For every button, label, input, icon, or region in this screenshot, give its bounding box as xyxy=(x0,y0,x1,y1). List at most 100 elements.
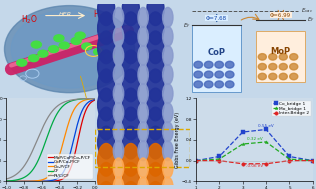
Circle shape xyxy=(147,182,164,189)
Text: MoP: MoP xyxy=(271,47,291,56)
Pt/C/CF xyxy=(64,101,67,103)
Circle shape xyxy=(122,182,139,189)
Circle shape xyxy=(104,53,114,60)
Pt/C/CF xyxy=(93,97,97,100)
Ellipse shape xyxy=(11,10,128,88)
Circle shape xyxy=(98,163,115,189)
MoP/CoP/Co₂P/CF xyxy=(20,180,24,183)
Pt/C/CF xyxy=(45,119,48,121)
Circle shape xyxy=(138,141,149,161)
Circle shape xyxy=(49,46,59,53)
Co_bridge 1 xyxy=(217,155,221,158)
Line: MoP/CoP/Co₂P/CF: MoP/CoP/Co₂P/CF xyxy=(6,100,95,181)
Circle shape xyxy=(269,64,277,70)
Circle shape xyxy=(162,177,173,189)
Co₂P/CF xyxy=(20,180,24,183)
CoP/Co₂P/CF xyxy=(4,180,8,183)
Circle shape xyxy=(98,12,115,45)
Circle shape xyxy=(162,26,173,46)
Circle shape xyxy=(138,84,149,104)
Text: -0.06 eV: -0.06 eV xyxy=(246,164,263,168)
Line: CoP/Co₂P/CF: CoP/Co₂P/CF xyxy=(6,99,95,181)
Pt/C/CF xyxy=(20,168,24,170)
Circle shape xyxy=(113,84,124,104)
Co_bridge 1 xyxy=(311,160,315,162)
Circle shape xyxy=(290,54,298,60)
Co₂P/CF xyxy=(4,180,8,183)
CoP/Co₂P/CF xyxy=(64,167,67,169)
Circle shape xyxy=(98,88,115,121)
Pt/C/CF xyxy=(71,99,75,101)
Line: Co₂P/CF: Co₂P/CF xyxy=(6,99,95,181)
Circle shape xyxy=(147,69,164,102)
Co₂P/CF xyxy=(45,177,48,179)
Legend: Co_bridge 1, Mo_bridge 1, Inter-Bridge 2: Co_bridge 1, Mo_bridge 1, Inter-Bridge 2 xyxy=(272,101,311,116)
Inter-Bridge 2 xyxy=(288,160,291,162)
Text: 0.32 eV: 0.32 eV xyxy=(246,137,262,141)
Circle shape xyxy=(162,141,173,161)
Circle shape xyxy=(258,54,266,60)
Circle shape xyxy=(147,143,164,176)
Circle shape xyxy=(98,126,115,159)
Mo_bridge 1 xyxy=(217,158,221,160)
Circle shape xyxy=(122,50,139,83)
Circle shape xyxy=(138,7,149,27)
Co₂P/CF xyxy=(57,157,60,160)
Circle shape xyxy=(194,81,203,88)
Inter-Bridge 2 xyxy=(264,163,268,165)
Text: $\mathrm{H_2O}$: $\mathrm{H_2O}$ xyxy=(21,14,38,26)
Circle shape xyxy=(122,12,139,45)
Circle shape xyxy=(258,64,266,70)
Co₂P/CF xyxy=(71,111,75,113)
Circle shape xyxy=(31,41,41,48)
MoP/CoP/Co₂P/CF xyxy=(93,99,97,101)
Circle shape xyxy=(98,143,115,176)
Circle shape xyxy=(82,43,92,50)
Circle shape xyxy=(162,84,173,104)
FancyBboxPatch shape xyxy=(192,25,241,92)
Inter-Bridge 2 xyxy=(241,163,245,165)
Co_bridge 1 xyxy=(241,131,245,133)
Circle shape xyxy=(17,59,27,66)
Circle shape xyxy=(147,107,164,140)
Circle shape xyxy=(138,122,149,142)
Circle shape xyxy=(113,103,124,123)
Circle shape xyxy=(162,122,173,142)
Circle shape xyxy=(113,46,124,65)
CF xyxy=(27,173,31,175)
Circle shape xyxy=(38,50,48,57)
Circle shape xyxy=(122,88,139,121)
Circle shape xyxy=(162,103,173,123)
CoP/Co₂P/CF xyxy=(27,180,31,183)
Circle shape xyxy=(113,122,124,142)
Circle shape xyxy=(138,177,149,189)
Circle shape xyxy=(98,31,115,64)
Circle shape xyxy=(269,54,277,60)
Circle shape xyxy=(122,69,139,102)
Y-axis label: Gibbs Free Energy (eV): Gibbs Free Energy (eV) xyxy=(175,112,180,168)
Mo_bridge 1 xyxy=(241,143,245,145)
CF xyxy=(71,99,75,101)
Pt/C/CF xyxy=(27,157,31,159)
Circle shape xyxy=(113,158,124,178)
CF xyxy=(93,97,97,100)
MoP/CoP/Co₂P/CF xyxy=(71,160,75,163)
Circle shape xyxy=(59,42,69,49)
CF xyxy=(4,180,8,182)
Circle shape xyxy=(113,177,124,189)
Inter-Bridge 2 xyxy=(311,160,315,162)
Circle shape xyxy=(122,163,139,189)
Line: Pt/C/CF: Pt/C/CF xyxy=(6,98,95,179)
Circle shape xyxy=(98,182,115,189)
Text: $E_F$: $E_F$ xyxy=(183,21,191,30)
Circle shape xyxy=(75,32,85,39)
Circle shape xyxy=(194,61,203,68)
Co₂P/CF xyxy=(64,133,67,135)
Mo_bridge 1 xyxy=(311,160,315,162)
Text: $E_F$: $E_F$ xyxy=(307,15,314,24)
Circle shape xyxy=(147,126,164,159)
Circle shape xyxy=(113,65,124,84)
Circle shape xyxy=(215,71,223,78)
Text: $\mathrm{H_2}$: $\mathrm{H_2}$ xyxy=(93,9,104,21)
MoP/CoP/Co₂P/CF xyxy=(4,180,8,183)
